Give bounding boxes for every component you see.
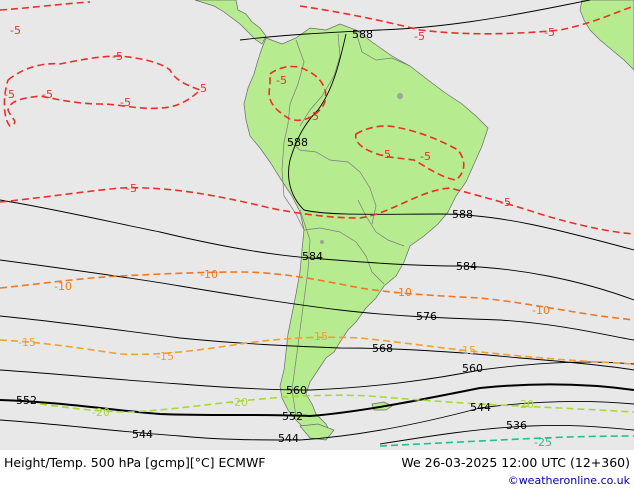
map-title: Height/Temp. 500 hPa [gcmp][°C] ECMWF [4,455,266,470]
temp-label: -5 [120,96,131,109]
temp-label: -5 [196,82,207,95]
height-label: 544 [132,428,153,441]
temp-label: -25 [534,436,552,449]
height-label: 536 [506,419,527,432]
temp-label: -5 [276,74,287,87]
temp-label: -5 [414,30,425,43]
temp-label: -15 [458,344,476,357]
temp-label: -5 [42,88,53,101]
height-label: 584 [456,260,477,273]
temp-minus5-north [0,1,634,35]
valid-time: We 26-03-2025 12:00 UTC (12+360) [401,455,630,470]
contour-588-north [239,0,591,41]
temp-label: -20 [92,406,110,419]
tierra-del-fuego [299,423,335,441]
height-label: 552 [282,410,303,423]
credit-link[interactable]: ©weatheronline.co.uk [507,474,630,487]
temp-minus20 [39,394,634,413]
contour-584 [0,199,634,301]
contour-568 [0,315,634,371]
temp-label: -5 [308,110,319,123]
weather-map: -5 -5 -5 -5 -5 -5 -5 -5 -5 -5 -5 -5 -5 -… [0,0,634,450]
temp-label: -15 [310,330,328,343]
height-label: 588 [352,28,373,41]
contour-588-meridional [288,33,634,251]
contour-552 [0,383,634,418]
temp-label: -5 [10,24,21,37]
height-label: 552 [16,394,37,407]
footer: Height/Temp. 500 hPa [gcmp][°C] ECMWF We… [0,450,634,490]
temp-label: -5 [500,196,511,209]
lakes [320,93,403,244]
temp-label: -20 [516,398,534,411]
height-contours [0,0,634,445]
temp-label: -10 [54,280,72,293]
central-america-landmass [194,0,267,45]
height-label: 560 [286,384,307,397]
contour-544 [0,400,634,441]
height-label: 544 [470,401,491,414]
temp-label: -20 [230,396,248,409]
temp-minus5-south [0,186,634,235]
temp-label: -15 [156,350,174,363]
temp-minus5-brazil [354,125,465,181]
temp-label: -15 [18,336,36,349]
height-label: 560 [462,362,483,375]
temp-minus25 [379,435,634,447]
caribbean-landmass [579,0,634,71]
temperature-labels: -5 -5 -5 -5 -5 -5 -5 -5 -5 -5 -5 -5 -5 -… [4,24,555,449]
temp-label: -5 [112,50,123,63]
temp-label: -5 [126,182,137,195]
temp-label: -10 [394,286,412,299]
temp-label: -5 [420,150,431,163]
temp-label: -5 [4,88,15,101]
country-borders [281,31,411,417]
temp-minus10 [0,271,634,321]
temp-label: -10 [532,304,550,317]
height-label: 584 [302,250,323,263]
height-labels: 588 588 588 584 584 576 568 560 560 552 … [16,28,527,445]
contour-560 [0,361,634,391]
height-label: 588 [452,208,473,221]
temp-label: -5 [380,148,391,161]
height-label: 576 [416,310,437,323]
height-label: 544 [278,432,299,445]
contour-536 [379,425,634,445]
height-label: 568 [372,342,393,355]
temp-label: -10 [200,268,218,281]
height-label: 588 [287,136,308,149]
temperature-contours [0,1,634,447]
temp-minus5-andes [268,65,327,122]
temp-label: -5 [544,26,555,39]
